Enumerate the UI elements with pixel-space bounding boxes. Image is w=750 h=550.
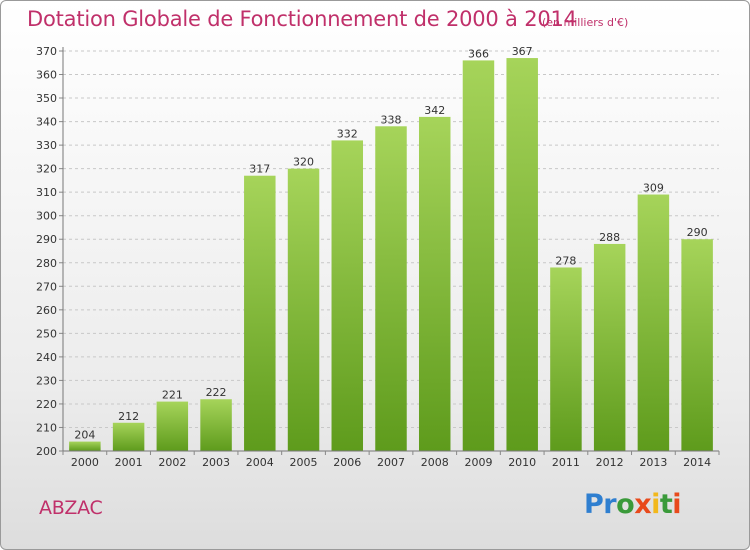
value-label: 278 (555, 254, 576, 267)
bar (69, 441, 101, 451)
value-label: 204 (74, 429, 95, 442)
value-labels: 204 212 221 222 317 320 332 338 342 366 367 278 288 3… (74, 45, 707, 442)
value-label: 320 (293, 156, 314, 169)
x-tick-label: 2002 (158, 456, 186, 469)
chart-title: Dotation Globale de Fonctionnement de 20… (27, 7, 577, 31)
x-tick-label: 2003 (202, 456, 230, 469)
y-tick-label: 230 (36, 374, 57, 387)
bar (681, 239, 713, 451)
logo-letter: t (659, 489, 673, 520)
proxiti-logo: Proxiti (584, 489, 682, 520)
value-label: 222 (206, 386, 227, 399)
y-tick-label: 240 (36, 351, 57, 364)
commune-name: ABZAC (39, 497, 103, 519)
y-tick-label: 330 (36, 139, 57, 152)
y-tick-label: 250 (36, 327, 57, 340)
x-tick-label: 2014 (683, 456, 711, 469)
bar (637, 194, 670, 451)
logo-letter: i (651, 489, 660, 520)
logo-letter: r (603, 489, 617, 520)
x-tick-label: 2007 (377, 456, 405, 469)
axes (62, 47, 719, 452)
bar (418, 116, 451, 451)
logo-letter: x (634, 489, 652, 520)
x-tick-label: 2013 (639, 456, 667, 469)
value-label: 290 (687, 226, 708, 239)
x-tick-label: 2000 (71, 456, 99, 469)
bar (593, 243, 626, 451)
value-label: 221 (162, 389, 183, 402)
bar (331, 140, 364, 452)
y-tick-label: 360 (36, 69, 57, 82)
y-axis-ticks: 200 210 220 230 240 250 260 270 280 290 300 310 320 3… (36, 45, 63, 458)
bar (506, 58, 538, 451)
y-tick-label: 280 (36, 257, 57, 270)
x-tick-label: 2008 (421, 456, 449, 469)
y-tick-label: 310 (36, 186, 57, 199)
value-label: 366 (468, 47, 489, 60)
bar (462, 60, 495, 451)
bar (287, 168, 320, 451)
y-tick-label: 320 (36, 163, 57, 176)
y-tick-label: 200 (36, 445, 57, 458)
x-tick-label: 2011 (552, 456, 580, 469)
value-label: 212 (118, 410, 139, 423)
x-axis-ticks: 2000 2001 2002 2003 2004 2005 2006 2007 2008 2009… (62, 451, 720, 469)
bars (69, 58, 713, 452)
x-tick-label: 2010 (508, 456, 536, 469)
value-label: 332 (337, 127, 358, 140)
bar (200, 399, 232, 451)
x-tick-label: 2012 (596, 456, 624, 469)
x-tick-label: 2005 (290, 456, 318, 469)
y-tick-label: 300 (36, 210, 57, 223)
logo-letter: i (672, 489, 682, 520)
y-tick-label: 370 (36, 45, 57, 58)
bar (375, 126, 407, 451)
chart-subtitle: (en milliers d'€) (542, 16, 629, 29)
y-tick-label: 340 (36, 116, 57, 129)
y-tick-label: 350 (36, 92, 57, 105)
bar (112, 422, 145, 451)
x-tick-label: 2006 (333, 456, 361, 469)
x-tick-label: 2001 (115, 456, 143, 469)
x-tick-label: 2009 (464, 456, 492, 469)
y-tick-label: 220 (36, 398, 57, 411)
bar (244, 175, 276, 452)
logo-letter: P (584, 489, 604, 520)
value-label: 309 (643, 182, 664, 195)
value-label: 317 (249, 163, 270, 176)
value-label: 367 (512, 45, 533, 58)
value-label: 342 (424, 104, 445, 117)
value-label: 288 (599, 231, 620, 244)
bar (550, 267, 582, 451)
x-tick-label: 2004 (246, 456, 274, 469)
logo-letter: o (616, 489, 635, 520)
y-tick-label: 210 (36, 421, 57, 434)
y-tick-label: 290 (36, 233, 57, 246)
value-label: 338 (381, 113, 402, 126)
y-tick-label: 260 (36, 304, 57, 317)
bar (156, 401, 189, 451)
y-tick-label: 270 (36, 280, 57, 293)
